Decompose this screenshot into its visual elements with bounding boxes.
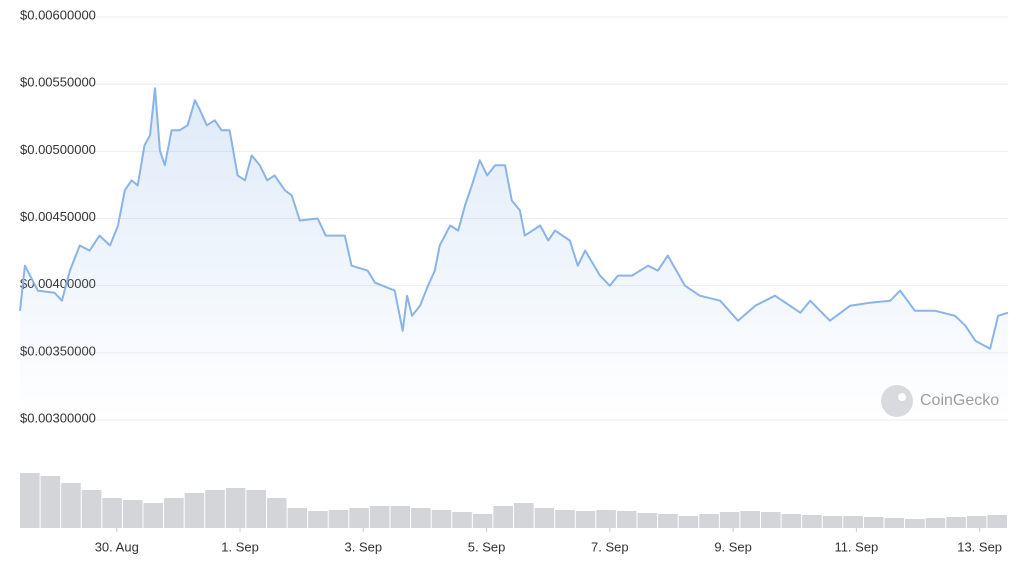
- volume-bar: [637, 513, 658, 528]
- y-tick-label: $0.00500000: [20, 142, 96, 157]
- volume-bar: [925, 518, 946, 528]
- volume-bar: [678, 516, 699, 528]
- volume-bar: [658, 514, 678, 528]
- volume-bar: [822, 516, 843, 528]
- volume-bar: [555, 510, 575, 528]
- volume-bar: [267, 498, 287, 528]
- volume-bar: [452, 512, 472, 528]
- volume-bar: [596, 510, 616, 528]
- price-line: [19, 87, 1009, 350]
- volume-bar: [472, 514, 493, 528]
- x-tick-label: 9. Sep: [714, 539, 752, 554]
- volume-bar: [102, 498, 122, 528]
- watermark-eye: [898, 393, 906, 401]
- volume-bar: [987, 515, 1007, 528]
- volume-bar: [493, 506, 513, 528]
- y-tick-label: $0.00550000: [20, 75, 96, 90]
- x-tick-label: 1. Sep: [221, 539, 259, 554]
- volume-bar: [122, 500, 143, 528]
- x-tick-label: 13. Sep: [957, 539, 1002, 554]
- volume-bar: [205, 490, 225, 528]
- volume-bar: [411, 508, 431, 528]
- volume-bar: [225, 488, 246, 528]
- y-tick-label: $0.00600000: [20, 7, 96, 22]
- volume-bar: [164, 498, 184, 528]
- volume-bar: [40, 476, 61, 528]
- watermark-text: CoinGecko: [920, 392, 999, 409]
- volume-bar: [308, 511, 328, 528]
- volume-bar: [863, 517, 884, 528]
- watermark-logo: [881, 385, 913, 417]
- x-tick-label: 5. Sep: [468, 539, 506, 554]
- volume-bar: [616, 511, 637, 528]
- volume-bar: [246, 490, 266, 528]
- volume-bar: [390, 506, 411, 528]
- volume-bar: [81, 490, 102, 528]
- volume-bar: [781, 514, 802, 528]
- volume-bar: [966, 516, 987, 528]
- x-tick-label: 30. Aug: [95, 539, 139, 554]
- x-tick-label: 3. Sep: [345, 539, 383, 554]
- volume-bar: [20, 473, 40, 528]
- volume-bar: [534, 508, 555, 528]
- volume-bar: [514, 503, 534, 528]
- x-tick-label: 7. Sep: [591, 539, 629, 554]
- y-tick-label: $0.00450000: [20, 209, 96, 224]
- volume-bar: [761, 512, 781, 528]
- x-tick-label: 11. Sep: [834, 539, 878, 554]
- volume-bar: [184, 493, 205, 528]
- volume-bar: [719, 512, 740, 528]
- volume-bar: [843, 516, 863, 528]
- volume-bar: [369, 506, 390, 528]
- volume-bar: [575, 511, 596, 528]
- volume-bar: [905, 519, 925, 528]
- volume-bar: [740, 511, 760, 528]
- volume-bar: [328, 510, 349, 528]
- volume-bar: [431, 510, 452, 528]
- volume-bar: [699, 514, 719, 528]
- volume-bar: [802, 515, 822, 528]
- volume-bar: [946, 517, 966, 528]
- volume-bar: [287, 508, 308, 528]
- volume-bar: [143, 503, 164, 528]
- watermark: CoinGecko: [881, 385, 999, 417]
- price-area: [20, 88, 1008, 420]
- volume-bar: [884, 518, 905, 528]
- volume-bar: [349, 508, 369, 528]
- volume-bar: [61, 483, 81, 528]
